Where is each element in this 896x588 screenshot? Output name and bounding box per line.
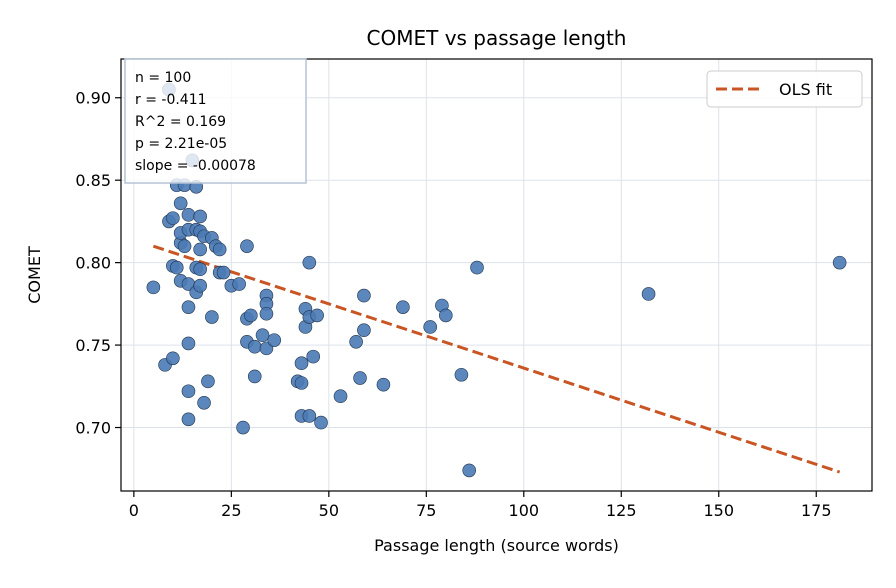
data-point [181,208,196,222]
data-point [205,310,219,324]
data-point [181,300,196,314]
data-point [439,308,453,323]
data-point [193,262,207,277]
stat-r-squared: R^2 = 0.169 [135,114,226,130]
data-point [357,288,371,303]
data-point [470,260,484,275]
data-point [462,463,477,478]
plot-frame [120,58,873,492]
stat-slope: slope = -0.00078 [135,158,256,174]
y-tick-label: 0.80 [75,254,111,273]
data-point [294,356,309,371]
data-point [267,333,282,347]
data-point [201,374,215,389]
y-tick-label: 0.85 [75,171,111,190]
data-point [193,242,207,257]
x-tick-label: 150 [703,501,734,520]
data-point [832,255,847,270]
stat-n: n = 100 [135,70,191,86]
data-point [177,239,192,253]
data-point [244,308,258,323]
data-point [193,209,207,224]
data-point [349,334,363,349]
data-point [376,377,391,392]
data-point [181,336,196,351]
data-point [302,409,317,423]
data-point [181,412,196,427]
data-point [357,323,371,338]
data-point [146,280,161,295]
data-point [197,395,211,410]
x-tick-label: 175 [801,501,832,520]
data-point [232,277,246,291]
x-axis-label: Passage length (source words) [374,536,619,555]
y-axis-label: COMET [25,246,44,304]
legend-frame [706,70,863,108]
data-point [302,255,317,270]
data-point [333,389,348,403]
data-point [294,376,309,390]
data-point [353,371,367,385]
data-point [423,320,438,334]
x-tick-label: 25 [221,501,241,520]
axis-ticks: 0 25 50 75 100 125 150 175 0.70 0.75 0.80 0.85 0.90 [75,89,831,520]
data-point [236,420,250,435]
data-point [212,242,227,257]
x-tick-label: 75 [416,501,436,520]
data-point [454,367,469,382]
points-layer [146,82,847,478]
data-point [166,211,180,225]
x-tick-label: 100 [509,501,540,520]
data-point [181,384,196,399]
data-point [310,308,324,323]
stats-box-frame [124,58,307,184]
legend: OLS fit [706,70,863,108]
y-tick-label: 0.75 [75,336,111,355]
fit-line-layer [152,244,841,474]
data-point [247,339,262,354]
ols-fit-line [152,244,841,474]
data-point [255,328,270,342]
data-point [169,260,184,275]
data-point [306,349,321,364]
data-point [314,415,328,430]
x-tick-label: 0 [129,501,139,520]
data-point [259,306,274,321]
data-point [216,265,231,280]
x-tick-label: 125 [606,501,637,520]
x-tick-label: 50 [319,501,339,520]
stat-r: r = -0.411 [135,92,207,108]
stat-p-value: p = 2.21e-05 [135,136,227,152]
stats-box: n = 100 r = -0.411 R^2 = 0.169 p = 2.21e… [124,58,307,184]
y-tick-label: 0.90 [75,89,111,108]
data-point [166,351,180,366]
data-point [173,196,188,211]
data-point [193,278,207,293]
chart-title: COMET vs passage length [367,26,627,50]
data-point [247,369,262,384]
data-point [641,287,656,301]
data-point [396,300,410,314]
data-point [240,239,254,253]
legend-fit-label: OLS fit [779,80,832,99]
y-tick-label: 0.70 [75,419,111,438]
